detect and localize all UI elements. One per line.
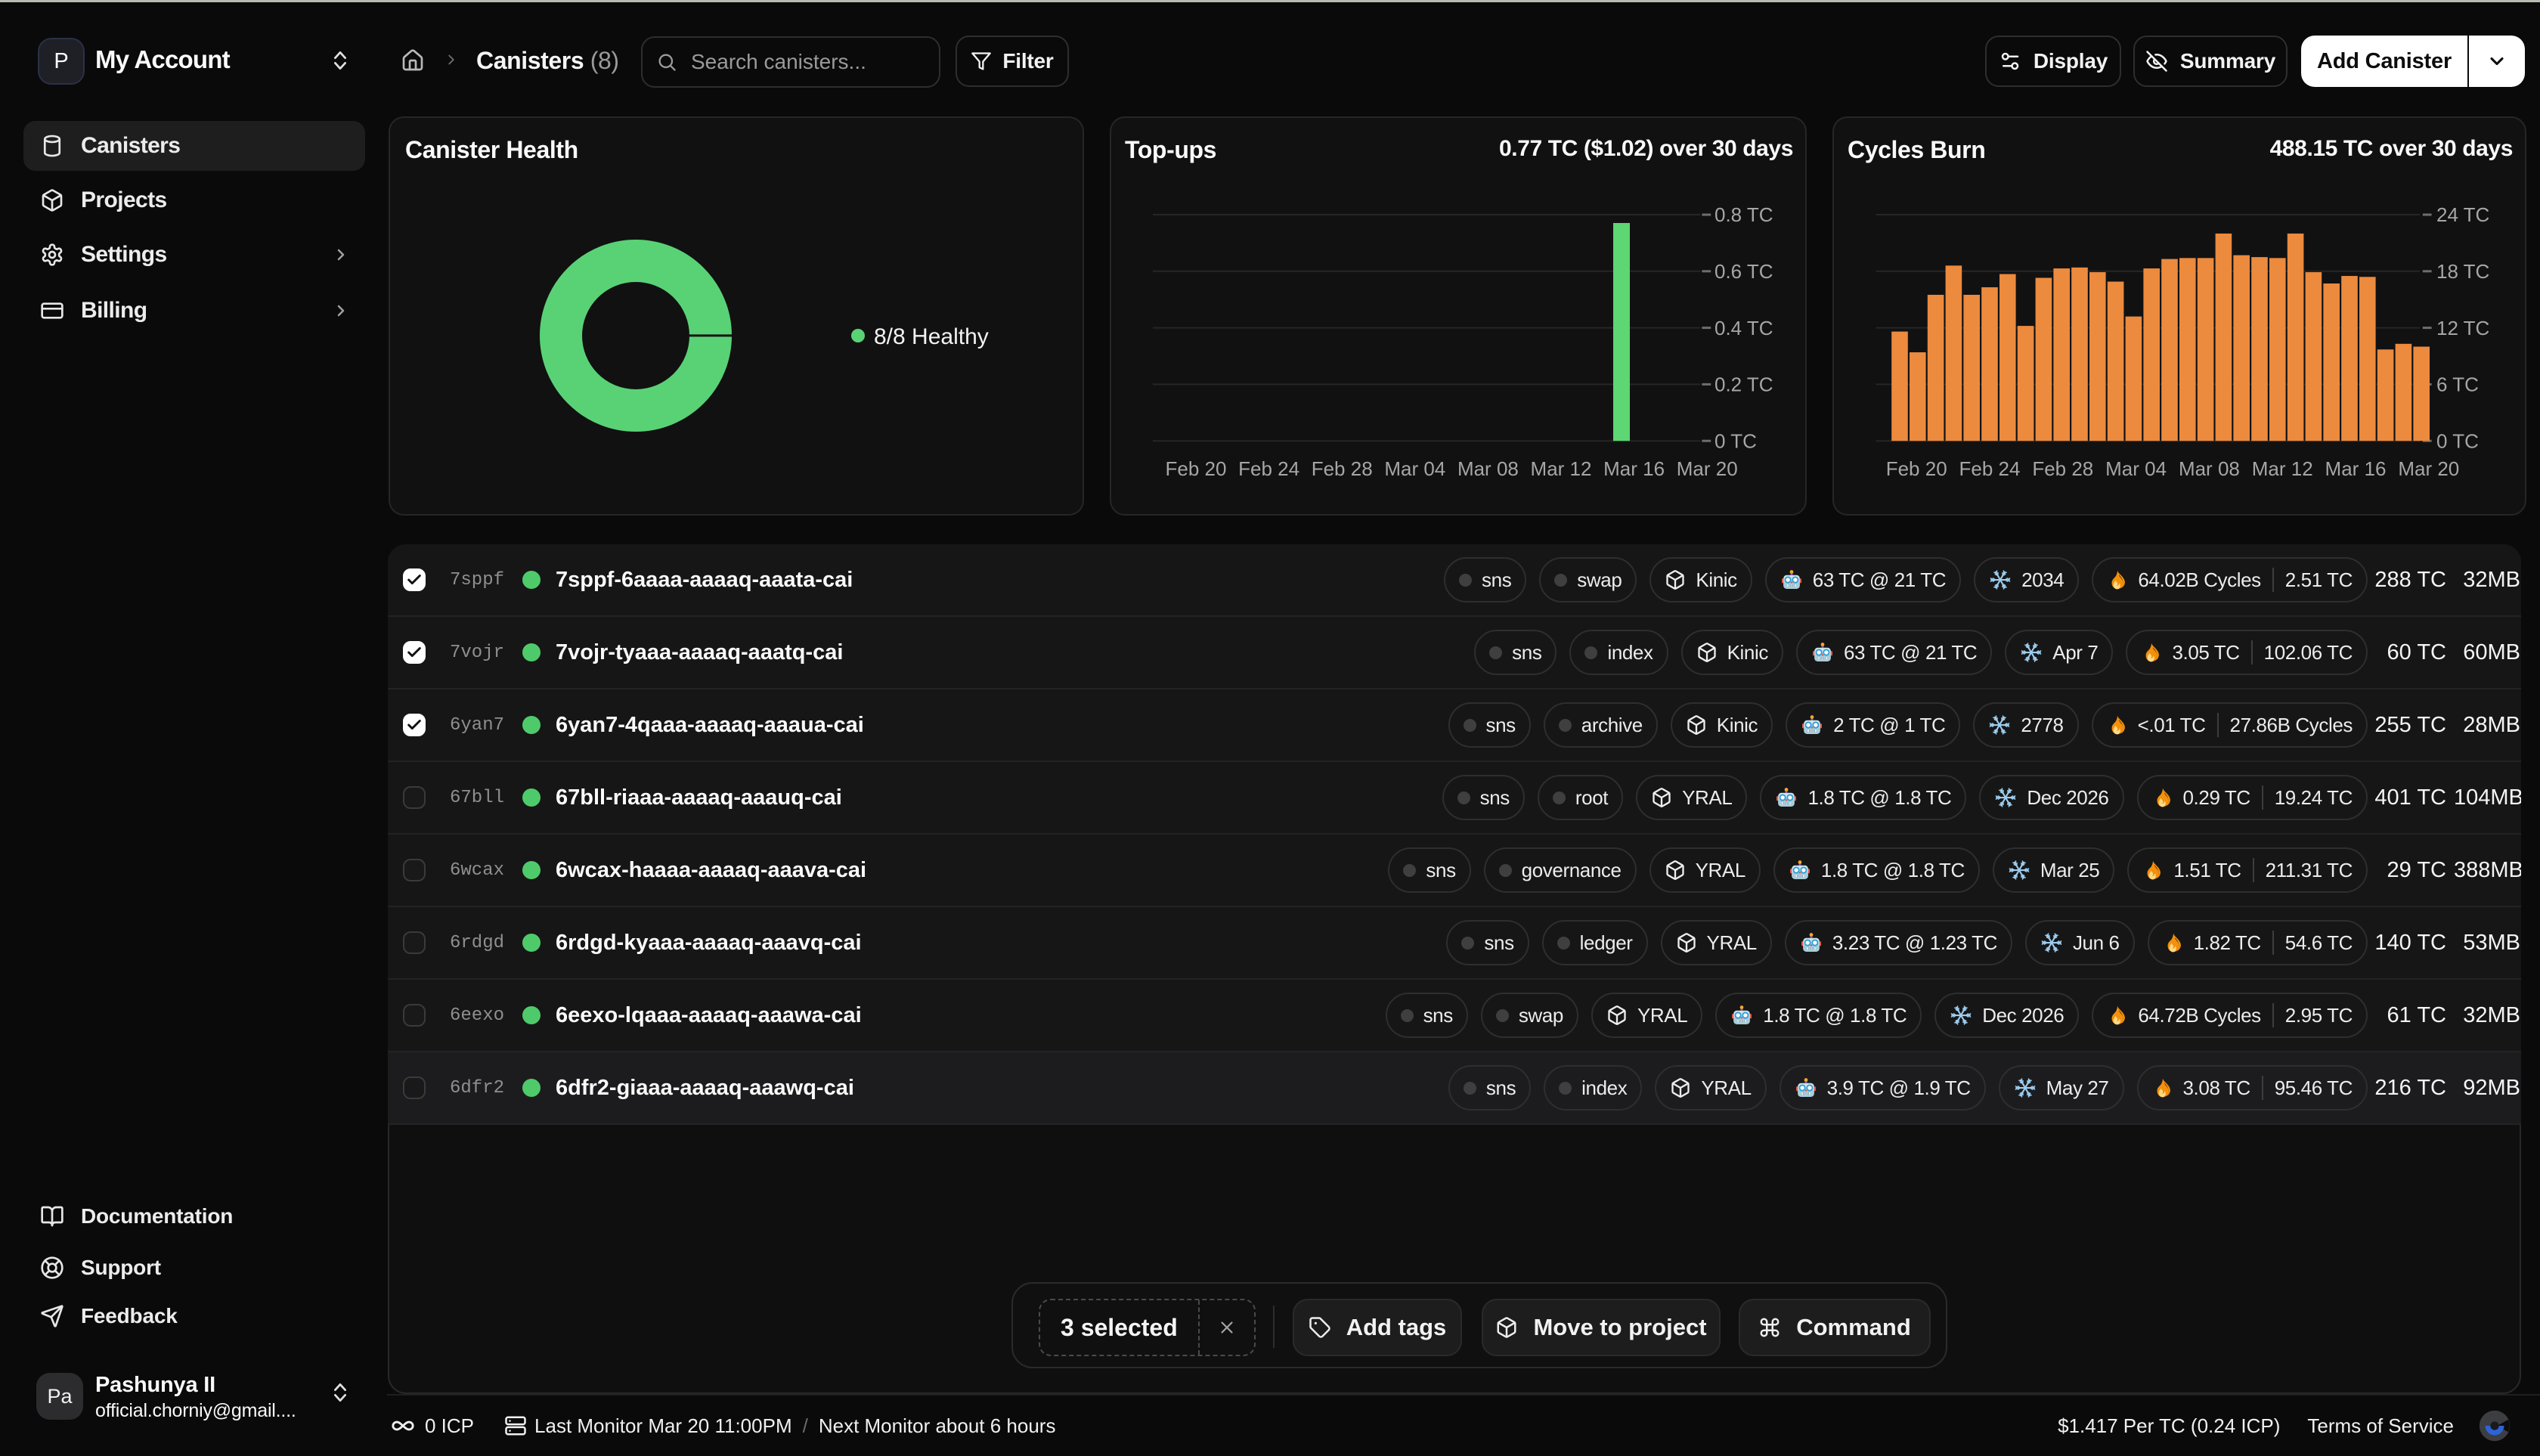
svg-text:0 TC: 0 TC <box>2436 429 2479 452</box>
svg-text:Feb 28: Feb 28 <box>2032 457 2093 480</box>
svg-text:12 TC: 12 TC <box>2436 317 2489 339</box>
svg-text:Feb 24: Feb 24 <box>1959 457 2021 480</box>
svg-text:Mar 04: Mar 04 <box>2105 457 2167 480</box>
svg-text:Feb 28: Feb 28 <box>1312 457 1373 480</box>
svg-text:Feb 20: Feb 20 <box>1166 457 1227 480</box>
svg-text:Mar 12: Mar 12 <box>1531 457 1592 480</box>
svg-text:8/8 Healthy: 8/8 Healthy <box>874 324 989 349</box>
svg-text:24 TC: 24 TC <box>2436 203 2489 226</box>
svg-text:Feb 24: Feb 24 <box>1238 457 1299 480</box>
svg-text:Mar 12: Mar 12 <box>2252 457 2313 480</box>
svg-text:0.6 TC: 0.6 TC <box>1714 260 1773 283</box>
svg-text:0.2 TC: 0.2 TC <box>1714 373 1773 396</box>
svg-text:6 TC: 6 TC <box>2436 373 2479 396</box>
svg-text:Mar 08: Mar 08 <box>2179 457 2240 480</box>
svg-text:Mar 20: Mar 20 <box>2398 457 2459 480</box>
svg-text:Mar 16: Mar 16 <box>2325 457 2387 480</box>
svg-text:0 TC: 0 TC <box>1714 429 1757 452</box>
svg-text:Mar 04: Mar 04 <box>1384 457 1445 480</box>
svg-text:Mar 20: Mar 20 <box>1677 457 1738 480</box>
svg-text:Feb 20: Feb 20 <box>1886 457 1947 480</box>
svg-text:18 TC: 18 TC <box>2436 260 2489 283</box>
svg-text:0.8 TC: 0.8 TC <box>1714 203 1773 226</box>
svg-text:0.4 TC: 0.4 TC <box>1714 317 1773 339</box>
svg-text:Mar 16: Mar 16 <box>1603 457 1665 480</box>
svg-text:Mar 08: Mar 08 <box>1457 457 1519 480</box>
